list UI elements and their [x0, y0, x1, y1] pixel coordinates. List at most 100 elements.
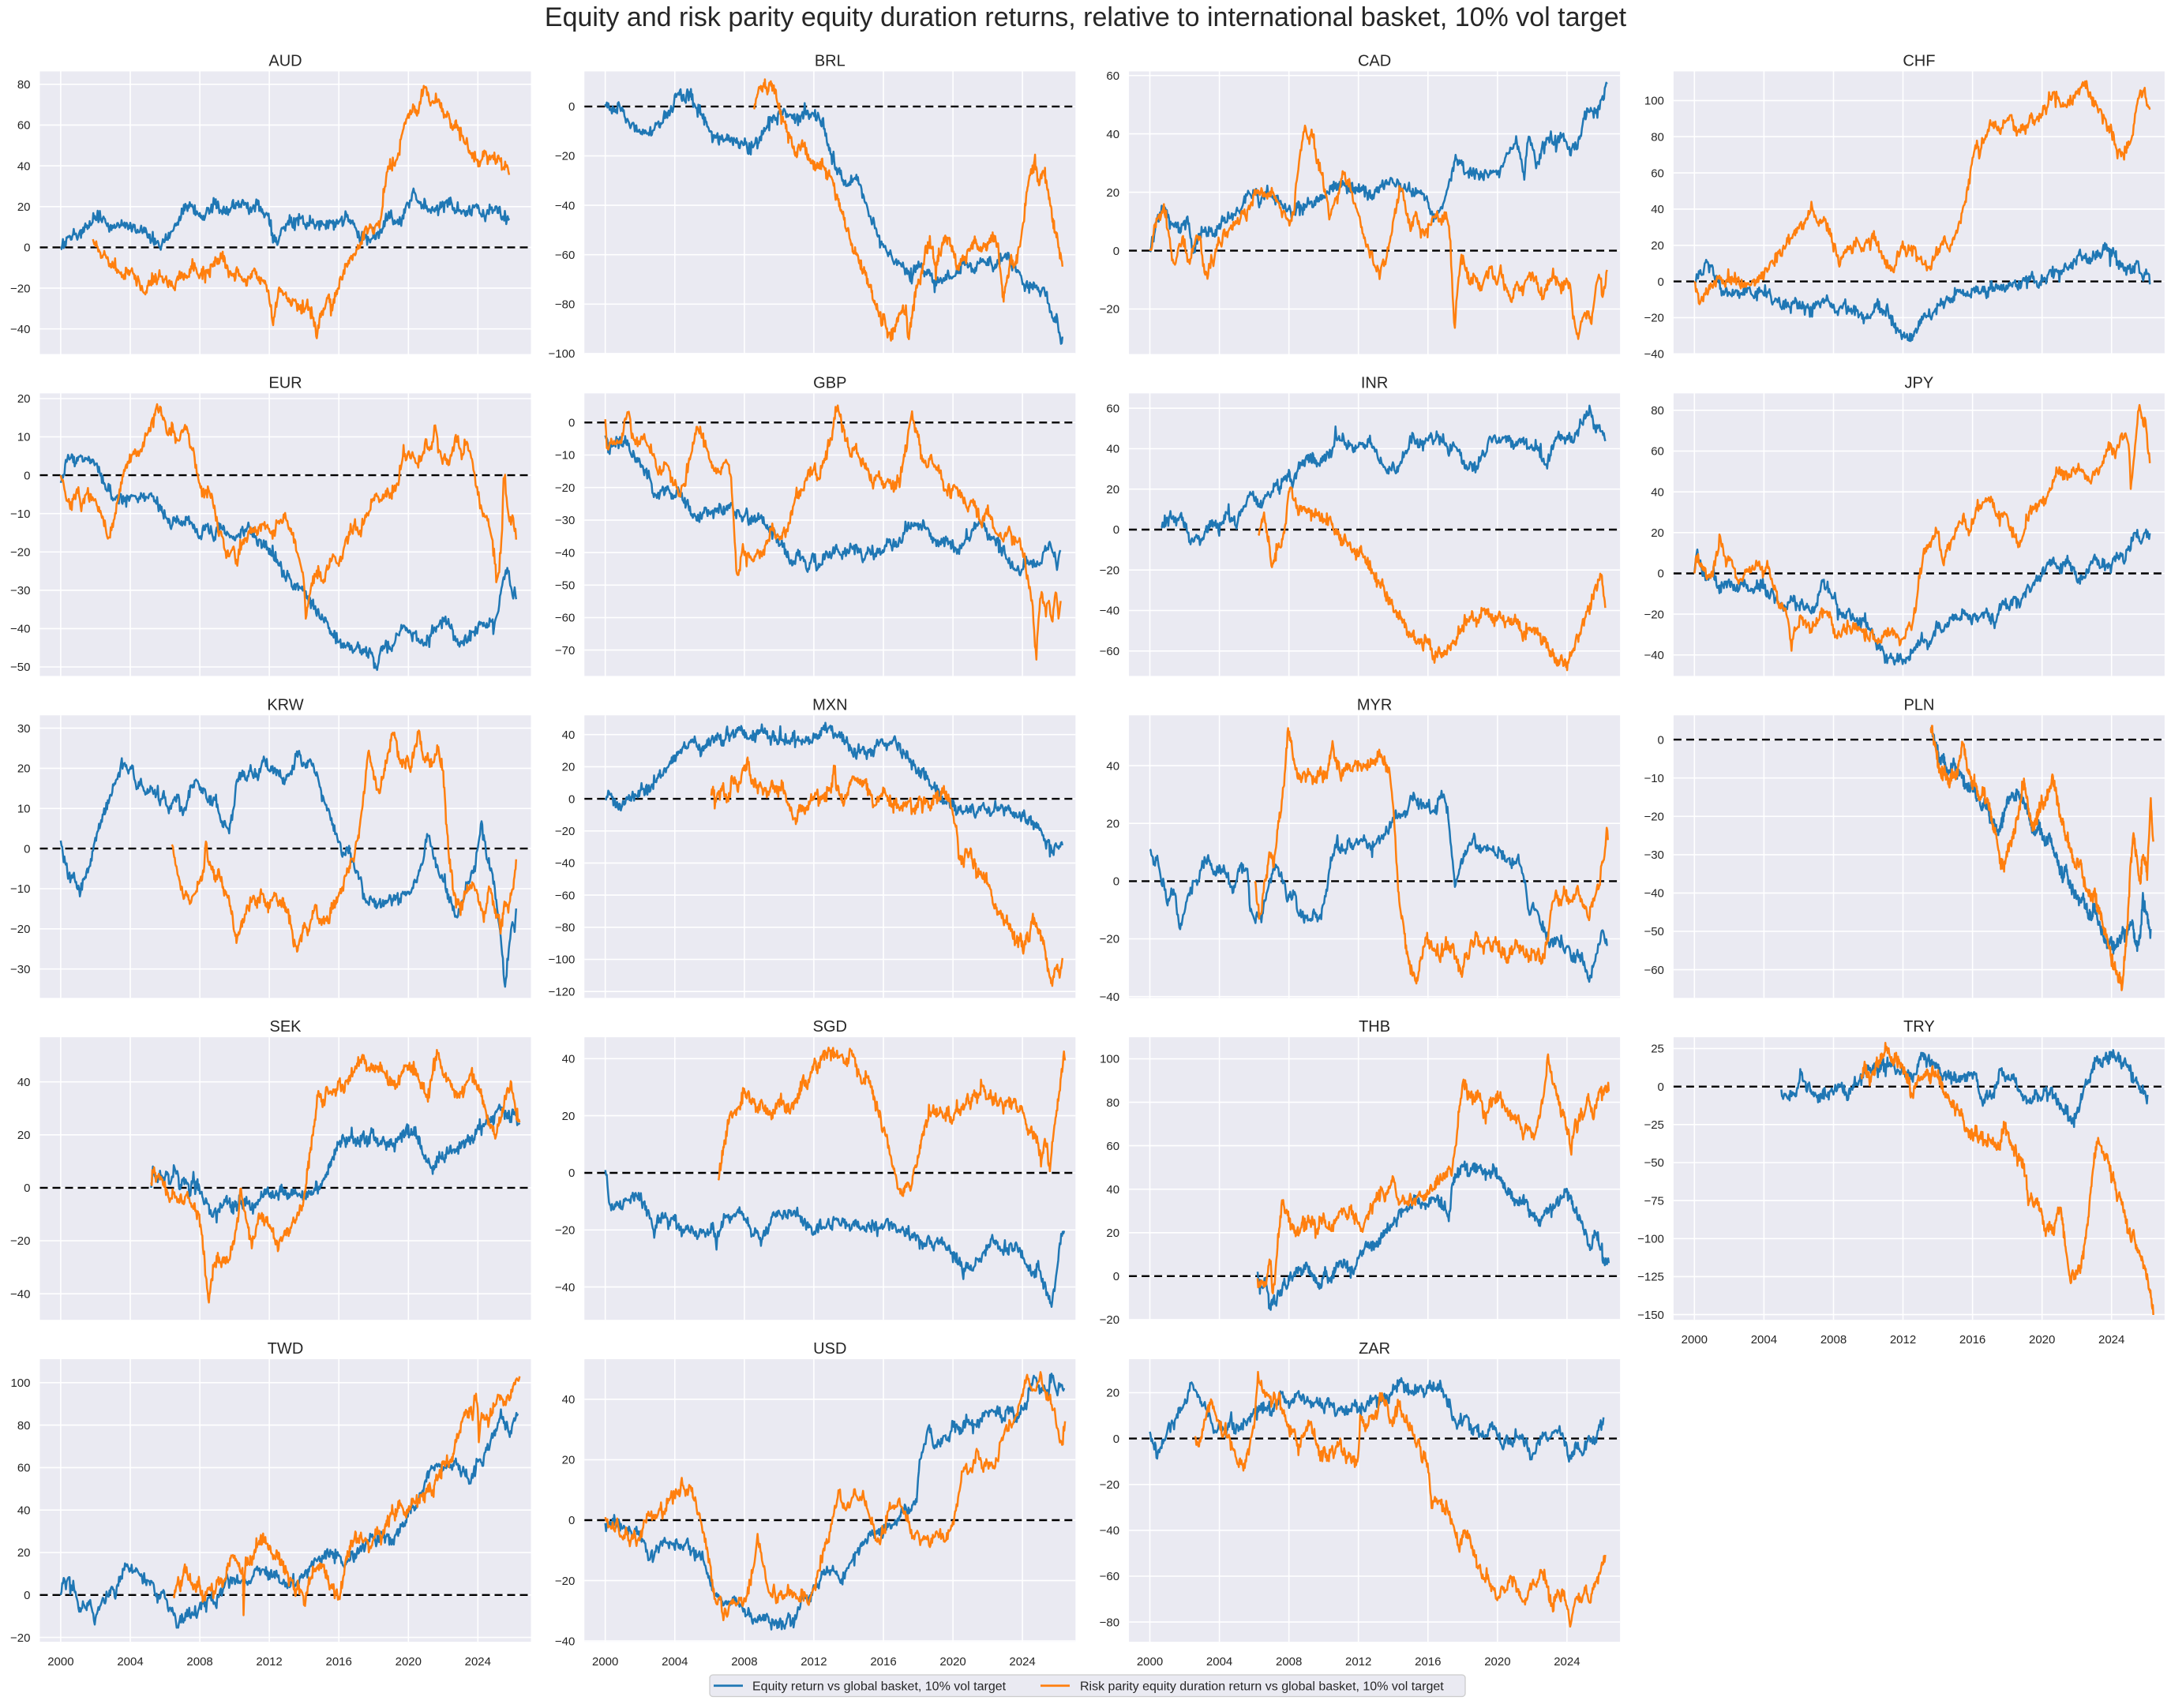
- svg-text:−20: −20: [1100, 564, 1119, 577]
- svg-text:0: 0: [568, 1514, 575, 1527]
- svg-text:0: 0: [1658, 733, 1664, 747]
- svg-text:−20: −20: [555, 481, 575, 495]
- svg-text:40: 40: [1106, 1183, 1119, 1197]
- svg-text:2020: 2020: [2029, 1333, 2055, 1347]
- svg-text:−50: −50: [1644, 925, 1663, 938]
- svg-text:40: 40: [1106, 128, 1119, 141]
- svg-text:−20: −20: [555, 1575, 575, 1588]
- svg-text:2020: 2020: [1484, 1655, 1510, 1669]
- svg-text:2024: 2024: [2098, 1333, 2124, 1347]
- svg-text:−10: −10: [10, 882, 30, 896]
- svg-text:20: 20: [17, 200, 31, 214]
- svg-text:2004: 2004: [1206, 1655, 1232, 1669]
- svg-text:20: 20: [1106, 1227, 1119, 1240]
- svg-text:−70: −70: [555, 644, 575, 657]
- svg-text:2000: 2000: [1137, 1655, 1163, 1669]
- svg-text:TRY: TRY: [1903, 1018, 1935, 1036]
- svg-text:−20: −20: [555, 825, 575, 838]
- svg-text:−100: −100: [1637, 1233, 1664, 1246]
- svg-text:−75: −75: [1644, 1194, 1663, 1208]
- svg-text:−50: −50: [10, 661, 30, 674]
- svg-text:Risk parity equity duration re: Risk parity equity duration return vs gl…: [1080, 1680, 1444, 1693]
- svg-text:100: 100: [10, 1377, 30, 1390]
- svg-text:2004: 2004: [117, 1655, 143, 1669]
- svg-text:2016: 2016: [870, 1655, 896, 1669]
- svg-text:10: 10: [17, 431, 31, 444]
- svg-text:0: 0: [1113, 1433, 1119, 1446]
- svg-text:80: 80: [1651, 404, 1664, 418]
- svg-text:2016: 2016: [1415, 1655, 1441, 1669]
- svg-text:20: 20: [562, 761, 576, 774]
- svg-text:100: 100: [1100, 1053, 1119, 1066]
- svg-text:0: 0: [1113, 1270, 1119, 1283]
- svg-text:−20: −20: [10, 1234, 30, 1248]
- svg-text:−60: −60: [555, 612, 575, 625]
- svg-text:−80: −80: [555, 298, 575, 312]
- svg-text:INR: INR: [1361, 374, 1388, 391]
- svg-text:40: 40: [1651, 485, 1664, 499]
- svg-text:60: 60: [1651, 445, 1664, 459]
- svg-text:40: 40: [17, 1076, 31, 1089]
- svg-text:0: 0: [1113, 523, 1119, 537]
- svg-text:80: 80: [1106, 1096, 1119, 1110]
- svg-text:2008: 2008: [731, 1655, 757, 1669]
- svg-text:−20: −20: [1100, 1313, 1119, 1327]
- svg-text:40: 40: [1651, 203, 1664, 216]
- svg-text:25: 25: [1651, 1043, 1664, 1056]
- svg-text:−60: −60: [1100, 645, 1119, 658]
- svg-text:−40: −40: [1100, 605, 1119, 618]
- svg-text:20: 20: [17, 762, 31, 776]
- svg-text:20: 20: [1651, 526, 1664, 540]
- svg-text:−40: −40: [1644, 649, 1663, 662]
- svg-text:−20: −20: [10, 1631, 30, 1645]
- svg-text:40: 40: [17, 159, 31, 173]
- svg-text:−120: −120: [549, 985, 576, 998]
- svg-text:40: 40: [562, 729, 576, 742]
- svg-text:−40: −40: [555, 199, 575, 212]
- svg-text:−20: −20: [1100, 303, 1119, 317]
- svg-text:−30: −30: [1644, 848, 1663, 862]
- svg-text:TWD: TWD: [268, 1340, 304, 1358]
- svg-text:60: 60: [1106, 69, 1119, 83]
- svg-text:−40: −40: [555, 546, 575, 560]
- svg-text:ZAR: ZAR: [1359, 1340, 1390, 1358]
- svg-text:−10: −10: [555, 449, 575, 463]
- svg-text:2020: 2020: [396, 1655, 422, 1669]
- svg-text:30: 30: [17, 722, 31, 736]
- svg-text:60: 60: [1106, 1140, 1119, 1153]
- svg-text:60: 60: [17, 119, 31, 133]
- svg-text:40: 40: [17, 1504, 31, 1517]
- svg-text:−20: −20: [10, 923, 30, 936]
- svg-text:0: 0: [1113, 245, 1119, 258]
- svg-text:0: 0: [1658, 275, 1664, 289]
- svg-text:2016: 2016: [326, 1655, 352, 1669]
- svg-text:−40: −40: [10, 623, 30, 636]
- svg-text:0: 0: [568, 792, 575, 806]
- svg-text:2000: 2000: [47, 1655, 73, 1669]
- svg-text:80: 80: [17, 78, 31, 92]
- svg-text:10: 10: [17, 803, 31, 816]
- svg-text:KRW: KRW: [267, 696, 303, 714]
- svg-text:−100: −100: [549, 953, 576, 967]
- svg-text:−80: −80: [1100, 1616, 1119, 1629]
- svg-text:0: 0: [24, 242, 30, 255]
- svg-text:60: 60: [1651, 167, 1664, 180]
- svg-text:0: 0: [1658, 1081, 1664, 1094]
- svg-text:40: 40: [562, 1053, 576, 1066]
- svg-text:−40: −40: [1100, 1524, 1119, 1538]
- svg-text:−125: −125: [1637, 1271, 1664, 1284]
- svg-text:−60: −60: [1100, 1570, 1119, 1583]
- svg-text:40: 40: [562, 1393, 576, 1406]
- svg-text:2012: 2012: [256, 1655, 282, 1669]
- svg-text:−100: −100: [549, 347, 576, 361]
- svg-text:−40: −40: [10, 323, 30, 336]
- svg-text:0: 0: [1113, 875, 1119, 889]
- svg-text:−20: −20: [555, 150, 575, 163]
- svg-text:20: 20: [1106, 483, 1119, 496]
- svg-text:2012: 2012: [1345, 1655, 1371, 1669]
- svg-text:AUD: AUD: [268, 53, 302, 70]
- svg-text:0: 0: [568, 417, 575, 430]
- svg-text:−10: −10: [1644, 772, 1663, 785]
- svg-text:2012: 2012: [801, 1655, 827, 1669]
- svg-text:100: 100: [1644, 95, 1664, 108]
